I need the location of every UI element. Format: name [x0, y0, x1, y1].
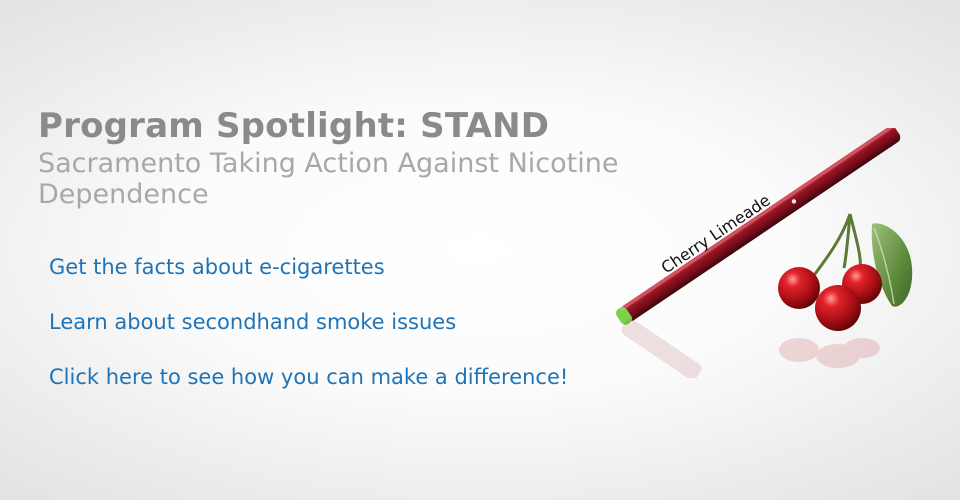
ecig-facts-link[interactable]: Get the facts about e-cigarettes — [49, 255, 385, 279]
cherry — [815, 285, 861, 331]
secondhand-smoke-link[interactable]: Learn about secondhand smoke issues — [49, 310, 457, 334]
page-subtitle: Sacramento Taking Action Against Nicotin… — [38, 148, 619, 210]
page-title: Program Spotlight: STAND — [38, 106, 550, 146]
ecig-cherry-illustration: Cherry Limeade — [615, 128, 913, 378]
ecig-tip — [615, 307, 633, 325]
link-list: Get the facts about e-cigarettes Learn a… — [49, 252, 649, 417]
ecig-body — [615, 128, 901, 325]
spotlight-heading: Program Spotlight: STAND Sacramento Taki… — [38, 104, 678, 210]
make-difference-link[interactable]: Click here to see how you can make a dif… — [49, 365, 569, 389]
cherry — [778, 267, 820, 309]
